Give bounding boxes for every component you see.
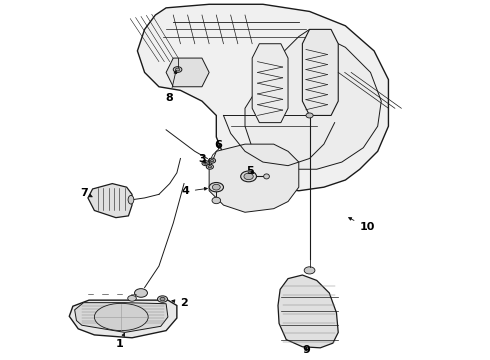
Polygon shape	[252, 44, 288, 123]
Ellipse shape	[304, 267, 315, 274]
Polygon shape	[69, 300, 177, 338]
Polygon shape	[209, 144, 299, 212]
Ellipse shape	[202, 161, 209, 166]
Ellipse shape	[157, 296, 168, 302]
Polygon shape	[137, 4, 389, 191]
Ellipse shape	[204, 162, 207, 164]
Ellipse shape	[160, 297, 165, 301]
Ellipse shape	[206, 164, 214, 169]
Text: 2: 2	[172, 298, 188, 308]
Ellipse shape	[175, 68, 180, 71]
Ellipse shape	[208, 166, 212, 168]
Polygon shape	[88, 184, 132, 218]
Text: 10: 10	[349, 217, 375, 232]
Ellipse shape	[209, 183, 223, 192]
Ellipse shape	[241, 171, 256, 182]
Polygon shape	[302, 30, 338, 116]
Polygon shape	[166, 58, 209, 87]
Ellipse shape	[210, 159, 214, 162]
Text: 4: 4	[182, 186, 207, 197]
Text: 6: 6	[214, 140, 222, 150]
Ellipse shape	[208, 158, 216, 163]
Text: 3: 3	[198, 154, 206, 164]
Ellipse shape	[212, 184, 220, 190]
Ellipse shape	[264, 174, 270, 179]
Text: 9: 9	[302, 345, 310, 355]
Text: 5: 5	[246, 166, 254, 176]
Text: 7: 7	[80, 188, 92, 198]
Text: 1: 1	[116, 333, 124, 349]
Ellipse shape	[95, 303, 148, 330]
Ellipse shape	[212, 197, 220, 204]
Polygon shape	[278, 275, 338, 348]
Ellipse shape	[173, 67, 182, 72]
Ellipse shape	[244, 173, 253, 180]
Polygon shape	[74, 303, 168, 332]
Polygon shape	[245, 30, 381, 169]
Ellipse shape	[135, 289, 147, 297]
Ellipse shape	[306, 113, 313, 118]
Ellipse shape	[128, 296, 136, 301]
Text: 8: 8	[166, 71, 177, 103]
Ellipse shape	[128, 195, 134, 204]
